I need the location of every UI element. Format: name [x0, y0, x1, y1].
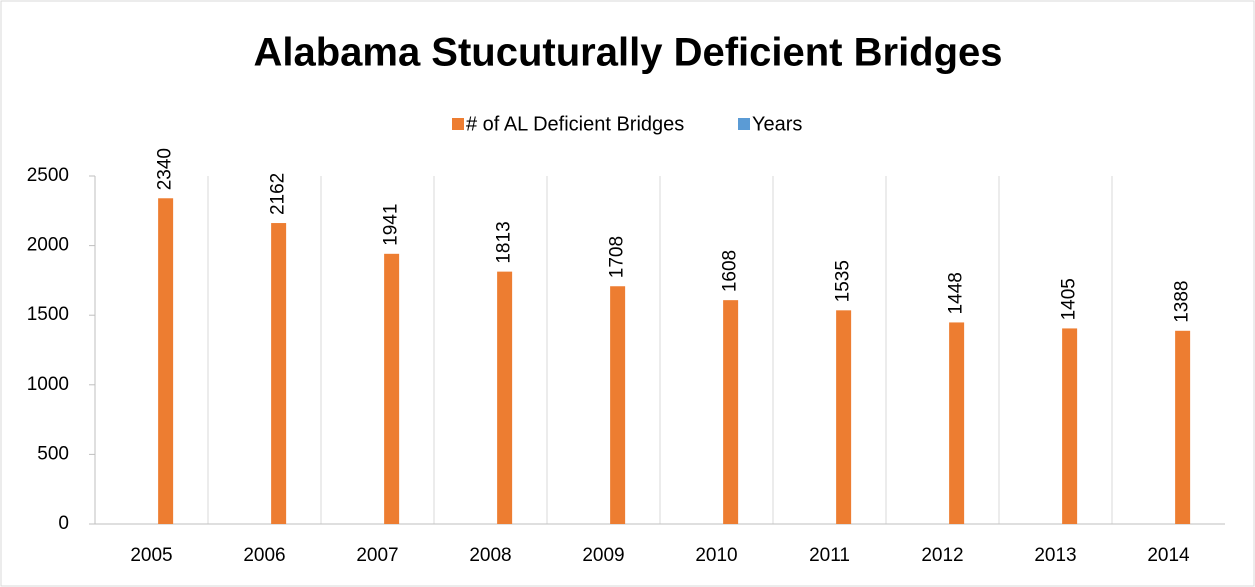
bar — [610, 286, 626, 524]
x-tick-label: 2007 — [356, 545, 398, 566]
data-label: 2162 — [268, 173, 289, 215]
x-tick-label: 2010 — [695, 545, 737, 566]
data-label: 1608 — [720, 250, 741, 292]
bar — [1175, 330, 1191, 524]
data-label: 1708 — [607, 236, 628, 278]
data-label: 1535 — [833, 260, 854, 302]
data-label: 1405 — [1059, 278, 1080, 320]
bar — [271, 223, 287, 524]
data-label: 1448 — [946, 272, 967, 314]
bar — [158, 198, 174, 524]
legend-swatch — [452, 118, 464, 130]
x-tick-label: 2014 — [1147, 545, 1190, 566]
data-label: 1388 — [1172, 281, 1193, 323]
y-tick-label: 0 — [58, 513, 69, 534]
x-tick-label: 2009 — [582, 545, 624, 566]
data-label: 2340 — [155, 148, 176, 190]
bar — [723, 300, 739, 524]
data-label: 1941 — [381, 204, 402, 246]
legend-label: # of AL Deficient Bridges — [466, 113, 684, 135]
legend-swatch — [738, 118, 750, 130]
x-tick-label: 2005 — [130, 545, 172, 566]
y-tick-label: 2000 — [27, 235, 69, 256]
x-tick-label: 2011 — [809, 545, 850, 566]
x-tick-label: 2013 — [1034, 545, 1076, 566]
chart-title: Alabama Stucuturally Deficient Bridges — [253, 31, 1002, 75]
y-tick-label: 1500 — [27, 304, 69, 325]
bar — [836, 310, 852, 524]
bar — [949, 322, 965, 524]
data-label: 1813 — [494, 221, 515, 263]
legend-label: Years — [752, 113, 802, 135]
bar — [497, 271, 513, 524]
x-tick-label: 2008 — [469, 545, 511, 566]
y-tick-label: 2500 — [27, 165, 69, 186]
bar — [1062, 328, 1078, 524]
y-tick-label: 500 — [37, 443, 69, 464]
x-tick-label: 2012 — [921, 545, 963, 566]
y-tick-label: 1000 — [27, 374, 69, 395]
bar — [384, 253, 400, 524]
x-tick-label: 2006 — [243, 545, 285, 566]
